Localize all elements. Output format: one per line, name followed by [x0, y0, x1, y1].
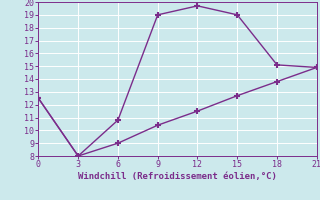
X-axis label: Windchill (Refroidissement éolien,°C): Windchill (Refroidissement éolien,°C)	[78, 172, 277, 181]
